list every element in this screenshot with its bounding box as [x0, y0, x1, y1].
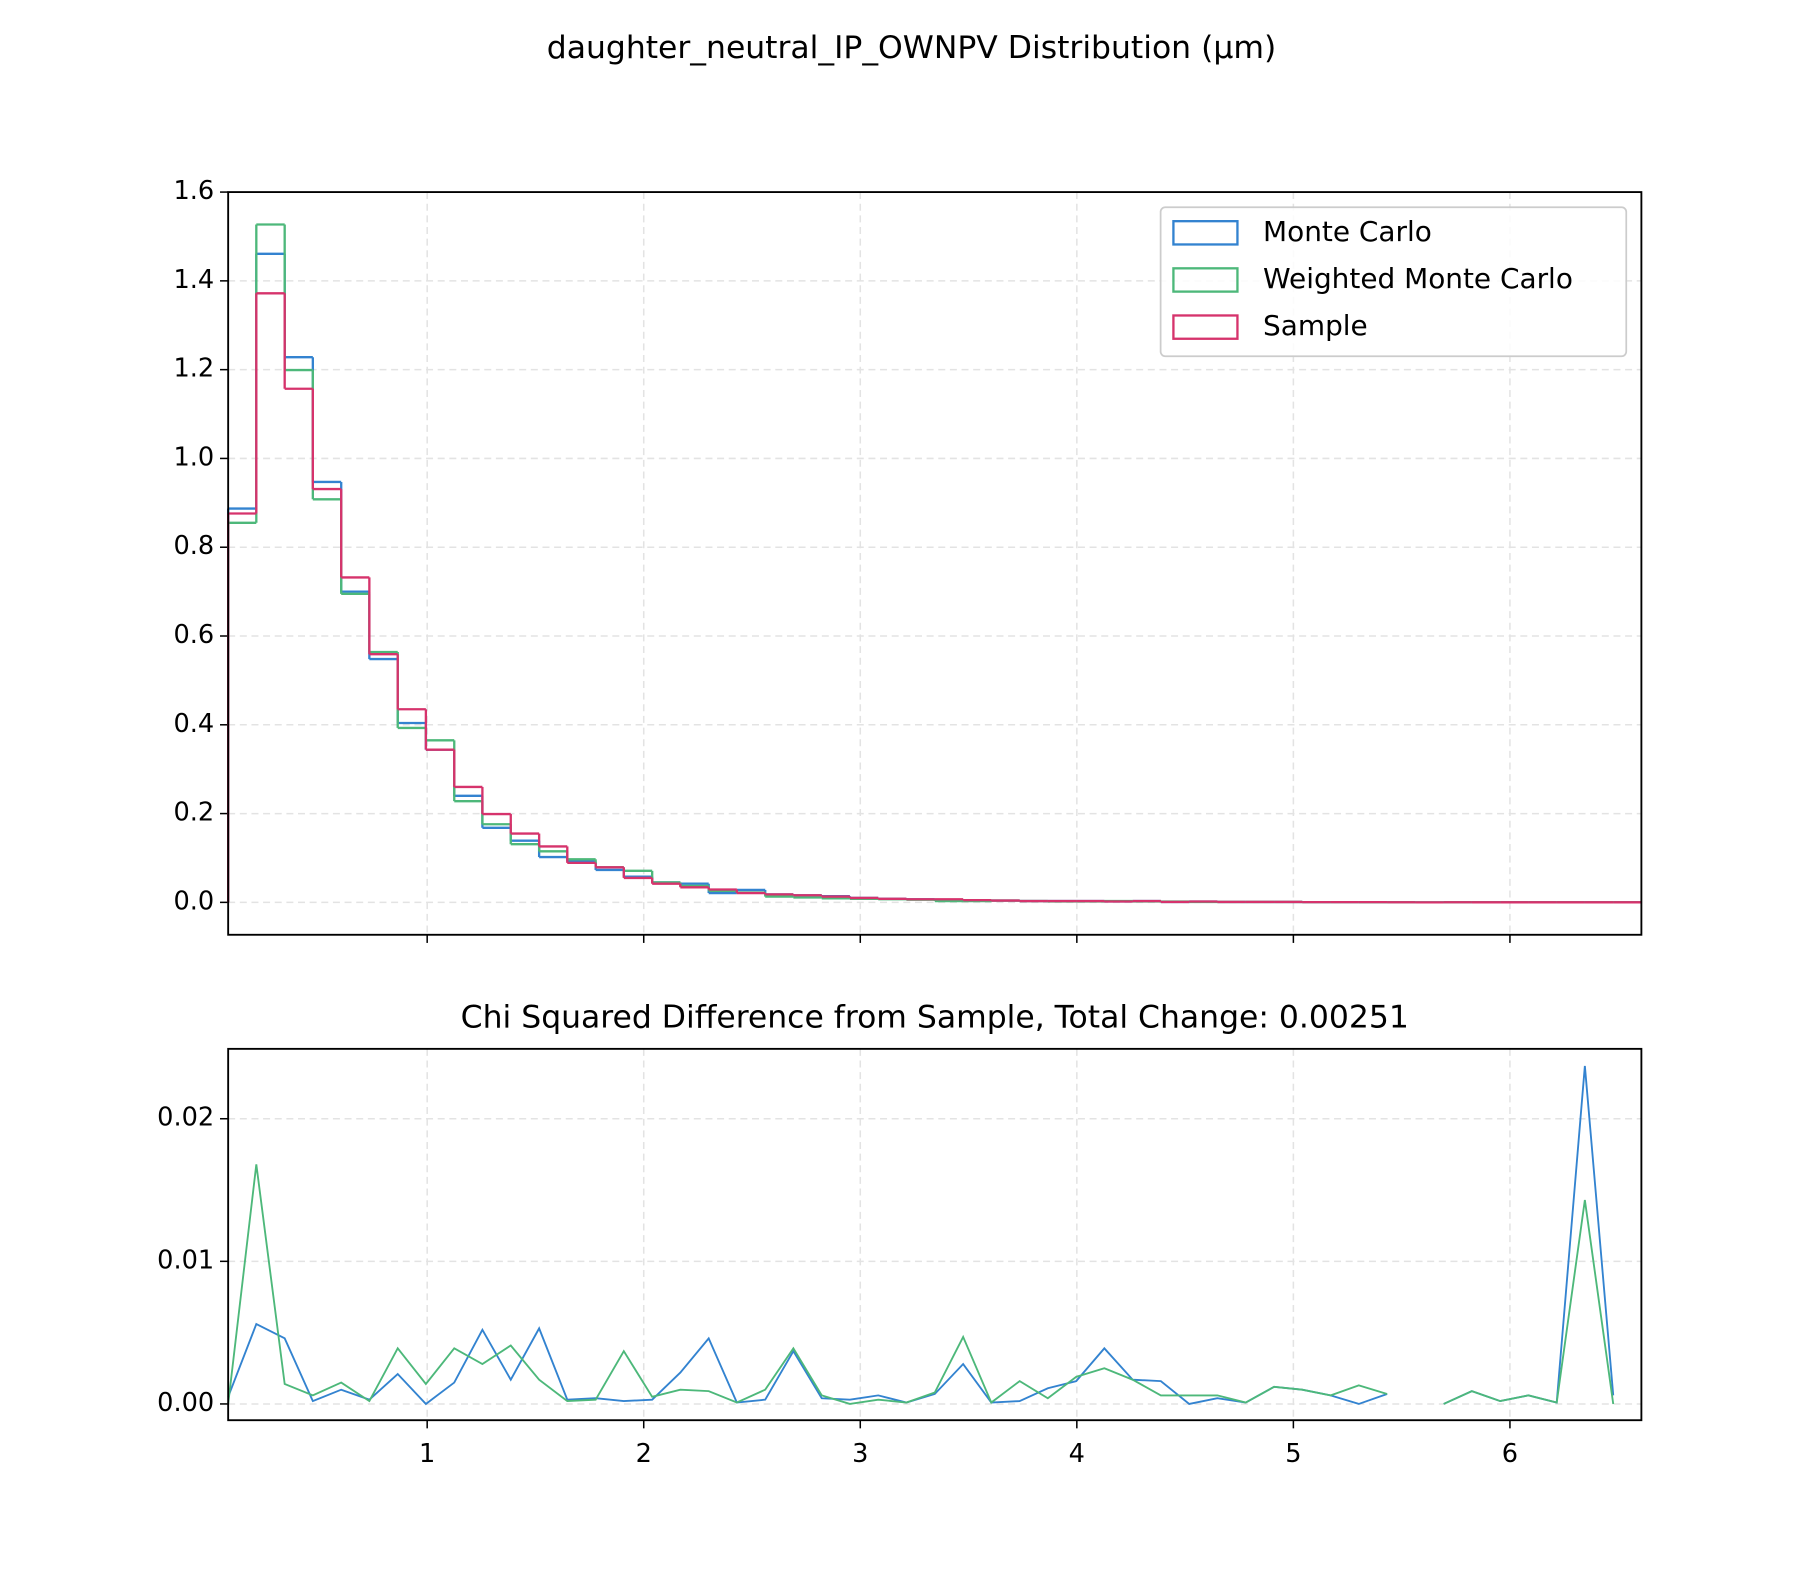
panel-title: Chi Squared Difference from Sample, Tota… [461, 1000, 1409, 1036]
x-tick-label: 5 [1285, 1439, 1301, 1469]
legend-swatch [1172, 267, 1239, 293]
figure-title: daughter_neutral_IP_OWNPV Distribution (… [547, 30, 1276, 66]
axes-frame [227, 1047, 1643, 1422]
y-tick-label: 0.6 [173, 620, 214, 650]
x-tick-label: 6 [1502, 1439, 1518, 1469]
y-tick-label: 1.6 [173, 176, 214, 206]
series-line [227, 1164, 1388, 1405]
y-tick-label: 0.2 [173, 798, 214, 828]
y-tick-label: 0.4 [173, 709, 214, 739]
y-tick-label: 0.02 [157, 1103, 214, 1133]
legend-label: Monte Carlo [1263, 215, 1432, 248]
y-tick-label: 1.0 [173, 442, 214, 472]
legend-swatch [1172, 314, 1239, 340]
legend-label: Weighted Monte Carlo [1263, 262, 1573, 295]
y-tick-label: 1.4 [173, 265, 214, 295]
series-line [1443, 1199, 1615, 1405]
y-tick-label: 1.2 [173, 354, 214, 384]
series-line [227, 1322, 1388, 1406]
legend-box [1159, 206, 1628, 358]
x-tick-label: 2 [636, 1439, 652, 1469]
legend-swatch [1172, 220, 1239, 246]
y-tick-label: 0.00 [157, 1388, 214, 1418]
x-tick-label: 4 [1069, 1439, 1085, 1469]
axes-frame [227, 191, 1643, 936]
y-tick-label: 0.8 [173, 531, 214, 561]
x-tick-label: 1 [419, 1439, 435, 1469]
y-tick-label: 0.0 [173, 886, 214, 916]
x-tick-label: 3 [852, 1439, 868, 1469]
y-tick-label: 0.01 [157, 1245, 214, 1275]
legend-label: Sample [1263, 309, 1368, 342]
